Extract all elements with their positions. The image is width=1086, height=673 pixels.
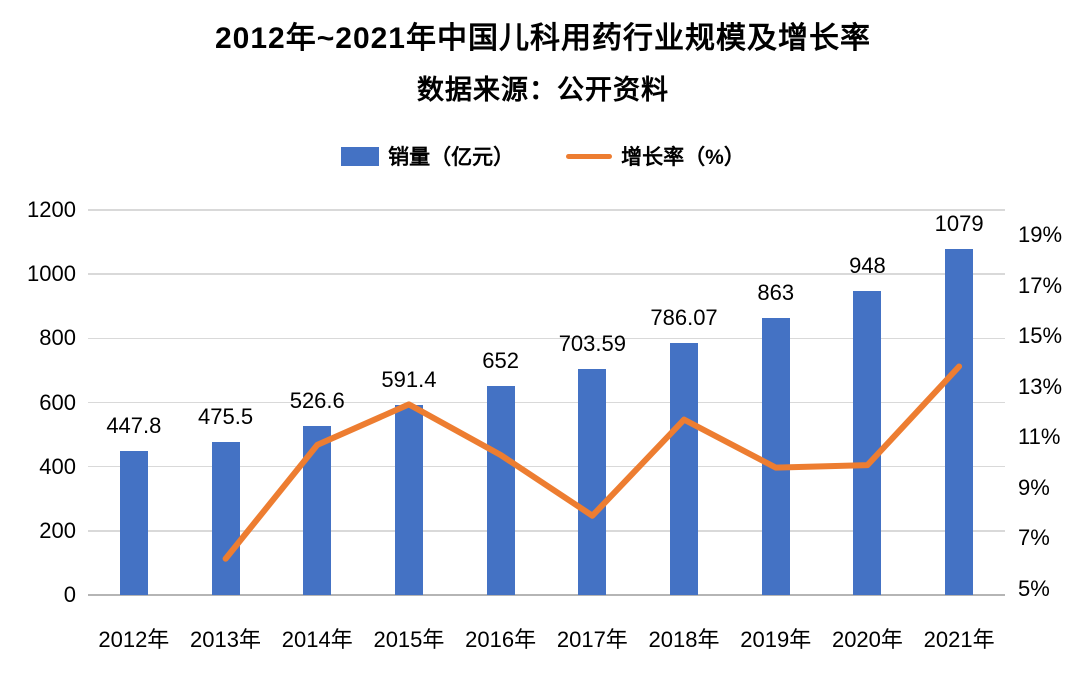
bar-2016年 — [486, 385, 515, 595]
left-axis-tick: 800 — [39, 325, 76, 351]
bar-value-label: 1079 — [934, 210, 984, 236]
right-axis-tick: 15% — [1018, 323, 1063, 349]
x-axis-label: 2015年 — [373, 627, 445, 652]
x-axis-label: 2014年 — [281, 627, 353, 652]
right-axis-tick: 13% — [1018, 373, 1063, 399]
right-axis-tick: 11% — [1018, 424, 1061, 450]
gridline — [88, 273, 1005, 275]
right-axis-tick: 5% — [1018, 576, 1050, 601]
x-axis-label: 2016年 — [465, 627, 537, 652]
left-axis-tick: 200 — [39, 517, 76, 543]
bar-value-label: 703.59 — [558, 331, 626, 357]
left-axis-tick: 1200 — [27, 197, 76, 222]
bar-2019年 — [761, 318, 790, 595]
gridline — [88, 209, 1005, 211]
gridline — [88, 337, 1005, 340]
x-axis-label: 2020年 — [831, 627, 903, 652]
x-axis-label: 2013年 — [190, 627, 261, 652]
chart-subtitle: 数据来源：公开资料 — [417, 75, 669, 105]
bar-2015年 — [394, 405, 423, 595]
x-axis-line — [88, 593, 1005, 597]
bar-value-label: 475.5 — [198, 404, 254, 430]
bar-swatch-icon — [341, 146, 380, 166]
bar-value-label: 786.07 — [650, 304, 718, 330]
legend: 销量（亿元） 增长率（%） — [0, 141, 1086, 171]
right-axis-tick: 19% — [1018, 222, 1063, 247]
x-axis-label: 2019年 — [740, 627, 812, 652]
bar-2020年 — [853, 290, 882, 595]
bar-value-label: 591.4 — [381, 367, 437, 393]
line-swatch-icon — [566, 153, 613, 159]
x-axis-label: 2018年 — [648, 627, 720, 652]
legend-item-sales: 销量（亿元） — [341, 141, 514, 171]
bar-value-label: 863 — [757, 280, 795, 306]
bar-2017年 — [578, 369, 607, 595]
bar-2018年 — [670, 342, 699, 595]
bar-value-label: 652 — [482, 347, 519, 373]
x-axis-label: 2017年 — [556, 627, 628, 652]
bar-2021年 — [945, 248, 974, 595]
legend-label-growth: 增长率（%） — [621, 146, 745, 169]
legend-label-sales: 销量（亿元） — [388, 146, 515, 169]
right-axis-tick: 7% — [1018, 525, 1050, 551]
left-axis-tick: 0 — [63, 582, 76, 607]
bar-value-label: 526.6 — [289, 388, 345, 414]
bar-2014年 — [303, 426, 332, 595]
right-axis-tick: 17% — [1018, 272, 1063, 298]
bar-value-label: 948 — [849, 252, 886, 278]
left-axis-tick: 1000 — [27, 261, 76, 287]
right-axis-tick: 9% — [1018, 474, 1050, 500]
left-axis-tick: 400 — [39, 453, 76, 479]
x-axis-label: 2021年 — [923, 627, 995, 652]
left-axis-tick: 600 — [39, 389, 76, 415]
legend-item-growth: 增长率（%） — [566, 141, 745, 171]
bar-2012年 — [119, 451, 148, 595]
bar-value-label: 447.8 — [106, 413, 162, 439]
bar-2013年 — [211, 442, 240, 595]
chart-title: 2012年~2021年中国儿科用药行业规模及增长率 — [215, 22, 871, 55]
x-axis-label: 2012年 — [98, 627, 170, 652]
